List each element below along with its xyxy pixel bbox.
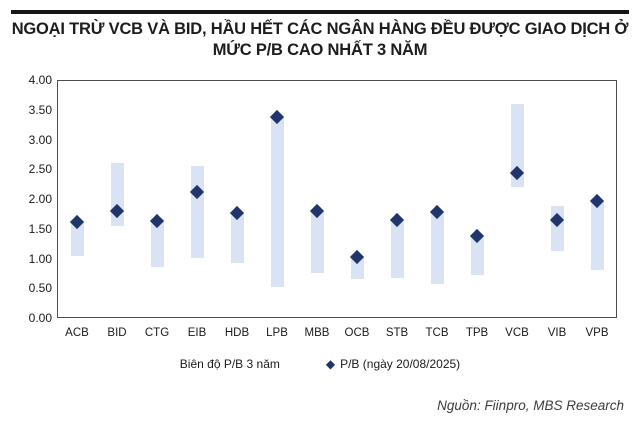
range-bar-lpb	[270, 116, 284, 288]
legend-range-label: Biên độ P/B 3 năm	[179, 357, 280, 371]
x-axis-tick-label: TCB	[425, 327, 449, 339]
range-bar-acb	[70, 219, 84, 256]
range-bar-tpb	[470, 234, 484, 276]
y-axis-tick-label: 2.00	[28, 192, 52, 206]
chart-plot-area	[57, 80, 617, 318]
x-axis-tick-label: VIB	[547, 327, 567, 339]
y-axis-tick-label: 3.00	[28, 132, 52, 147]
legend-item-pb: ◆ P/B (ngày 20/08/2025)	[326, 357, 460, 371]
diamond-marker-icon: ◆	[325, 357, 336, 371]
y-axis-tick-label: 0.00	[28, 311, 52, 325]
x-axis-tick-label: STB	[385, 327, 409, 339]
y-axis-tick-label: 0.50	[28, 281, 52, 296]
x-axis-tick-label: BID	[107, 327, 127, 339]
chart-legend: Biên độ P/B 3 năm ◆ P/B (ngày 20/08/2025…	[0, 357, 640, 371]
range-bar-eib	[190, 166, 204, 259]
range-bar-hdb	[230, 212, 244, 264]
x-axis-tick-label: HDB	[224, 327, 250, 339]
range-bar-stb	[390, 218, 404, 279]
chart-title: NGOẠI TRỪ VCB VÀ BID, HẦU HẾT CÁC NGÂN H…	[0, 19, 640, 61]
x-axis-tick-label: CTG	[144, 327, 170, 339]
range-bar-tcb	[430, 210, 444, 285]
chart-title-line2: MỨC P/B CAO NHẤT 3 NĂM	[212, 41, 428, 59]
x-axis-tick-label: EIB	[187, 327, 207, 339]
chart-title-line1: NGOẠI TRỪ VCB VÀ BID, HẦU HẾT CÁC NGÂN H…	[11, 20, 629, 38]
y-axis-tick-label: 2.50	[28, 162, 52, 177]
y-axis-tick-label: 3.50	[28, 102, 52, 117]
x-axis-tick-label: LPB	[266, 327, 288, 339]
x-axis-tick-label: MBB	[304, 327, 330, 339]
y-axis-tick-label: 1.00	[28, 251, 52, 266]
title-top-rule	[11, 10, 629, 14]
y-axis-tick-label: 4.00	[28, 73, 52, 87]
range-bar-ctg	[150, 218, 164, 268]
x-axis-tick-label: TPB	[465, 327, 489, 339]
x-axis-tick-label: ACB	[65, 327, 89, 339]
x-axis-tick-label: VCB	[505, 327, 529, 339]
legend-pb-label: P/B (ngày 20/08/2025)	[340, 357, 461, 371]
y-axis-tick-label: 1.50	[28, 221, 52, 236]
range-bar-mbb	[310, 210, 324, 274]
range-bar-vcb	[510, 103, 524, 188]
range-bar-vpb	[590, 200, 604, 271]
x-axis-tick-label: OCB	[344, 327, 370, 339]
legend-item-range: Biên độ P/B 3 năm	[180, 357, 280, 371]
source-note: Nguồn: Fiinpro, MBS Research	[437, 398, 624, 413]
x-axis-tick-label: VPB	[585, 327, 609, 339]
